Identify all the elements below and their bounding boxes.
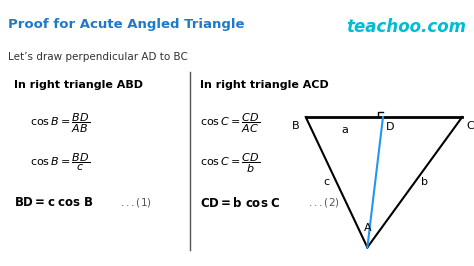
Text: Let’s draw perpendicular AD to BC: Let’s draw perpendicular AD to BC (8, 52, 188, 62)
Text: A: A (364, 223, 371, 233)
Text: Proof for Acute Angled Triangle: Proof for Acute Angled Triangle (8, 18, 245, 31)
Text: $\cos B = \dfrac{BD}{c}$: $\cos B = \dfrac{BD}{c}$ (30, 152, 90, 173)
Text: D: D (386, 122, 394, 132)
Text: c: c (323, 177, 329, 187)
Text: $\cos C = \dfrac{CD}{b}$: $\cos C = \dfrac{CD}{b}$ (200, 152, 260, 176)
Text: $...(1)$: $...(1)$ (120, 196, 152, 209)
Text: $...(2)$: $...(2)$ (308, 196, 340, 209)
Text: b: b (421, 177, 428, 187)
Text: In right triangle ABD: In right triangle ABD (14, 80, 143, 90)
Text: $\mathit{\mathbf{CD = b\ cos\ C}}$: $\mathit{\mathbf{CD = b\ cos\ C}}$ (200, 196, 281, 210)
Text: a: a (341, 125, 348, 135)
Text: $\mathit{\mathbf{BD = c\ cos\ B}}$: $\mathit{\mathbf{BD = c\ cos\ B}}$ (14, 196, 94, 209)
Text: In right triangle ACD: In right triangle ACD (200, 80, 329, 90)
Text: C: C (466, 121, 474, 131)
Text: $\cos B = \dfrac{BD}{AB}$: $\cos B = \dfrac{BD}{AB}$ (30, 112, 90, 135)
Text: B: B (292, 121, 300, 131)
Text: $\cos C = \dfrac{CD}{AC}$: $\cos C = \dfrac{CD}{AC}$ (200, 112, 260, 135)
Text: teachoo.com: teachoo.com (346, 18, 466, 36)
